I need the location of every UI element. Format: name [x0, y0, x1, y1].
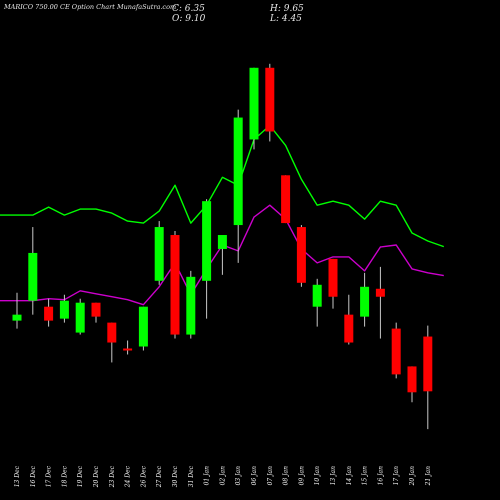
- candle-up: [186, 276, 196, 335]
- candle-up: [360, 286, 370, 317]
- candle-down: [44, 306, 54, 321]
- series-line-1: [0, 124, 445, 248]
- x-tick-label: 15 Jan: [362, 466, 369, 486]
- x-tick-label: 13 Dec: [14, 465, 21, 487]
- x-tick-label: 16 Jan: [377, 466, 384, 486]
- candle-down: [391, 328, 401, 375]
- candle-down: [107, 322, 117, 343]
- candle-up: [59, 300, 69, 319]
- candle-up: [312, 284, 322, 307]
- x-tick-label: 31 Dec: [188, 465, 195, 487]
- candle-down: [423, 336, 433, 392]
- x-tick-label: 06 Jan: [251, 466, 258, 486]
- high-value: H: 9.65: [270, 4, 304, 14]
- x-tick-label: 24 Dec: [125, 465, 132, 488]
- x-tick-label: 08 Jan: [283, 466, 290, 486]
- chart-title: MARICO 750.00 CE Option Chart MunafaSutr…: [4, 3, 177, 11]
- x-tick-label: 09 Jan: [298, 466, 305, 486]
- candle-up: [202, 201, 212, 281]
- x-tick-label: 02 Jan: [219, 466, 226, 486]
- candle-down: [344, 314, 354, 343]
- candle-down: [170, 235, 180, 335]
- x-tick-label: 20 Dec: [93, 465, 100, 488]
- open-value: O: 9.10: [172, 14, 206, 24]
- candle-up: [138, 306, 148, 347]
- x-tick-label: 18 Dec: [61, 465, 68, 487]
- candle-up: [28, 252, 38, 301]
- x-tick-label: 07 Jan: [267, 466, 274, 486]
- x-tick-label: 27 Dec: [156, 465, 163, 488]
- candle-down: [375, 288, 385, 297]
- x-tick-label: 03 Jan: [235, 466, 242, 486]
- x-tick-label: 20 Jan: [409, 466, 416, 487]
- candle-up: [217, 235, 227, 249]
- x-tick-label: 17 Jan: [393, 466, 400, 486]
- candle-down: [328, 258, 338, 297]
- x-axis-labels: 13 Dec 16 Dec 17 Dec 18 Dec 19 Dec 20 Dec 23 D…: [14, 465, 432, 488]
- x-tick-label: 10 Jan: [314, 466, 321, 486]
- candle-up: [249, 67, 259, 140]
- candle-down: [123, 348, 133, 351]
- candle-up: [75, 302, 85, 333]
- x-tick-label: 26 Dec: [140, 465, 147, 488]
- x-tick-label: 21 Jan: [425, 466, 432, 487]
- candle-down: [265, 67, 275, 132]
- candle-up: [12, 314, 22, 321]
- candle-down: [296, 227, 306, 283]
- candle-up: [154, 227, 164, 281]
- x-tick-label: 14 Jan: [346, 466, 353, 486]
- x-tick-label: 30 Dec: [172, 465, 179, 487]
- candle-up: [233, 117, 243, 226]
- candle-down: [407, 366, 417, 393]
- candle-down: [91, 302, 101, 317]
- x-tick-label: 19 Dec: [77, 465, 84, 487]
- x-tick-label: 13 Jan: [330, 466, 337, 486]
- x-tick-label: 17 Dec: [46, 465, 53, 487]
- x-tick-label: 23 Dec: [109, 465, 116, 488]
- indicator-lines: [0, 124, 445, 306]
- close-value: C: 6.35: [172, 4, 205, 14]
- candle-bodies: [12, 67, 433, 393]
- low-value: L: 4.45: [270, 14, 302, 24]
- x-tick-label: 16 Dec: [30, 465, 37, 487]
- x-tick-label: 01 Jan: [204, 466, 211, 486]
- candle-down: [281, 175, 291, 224]
